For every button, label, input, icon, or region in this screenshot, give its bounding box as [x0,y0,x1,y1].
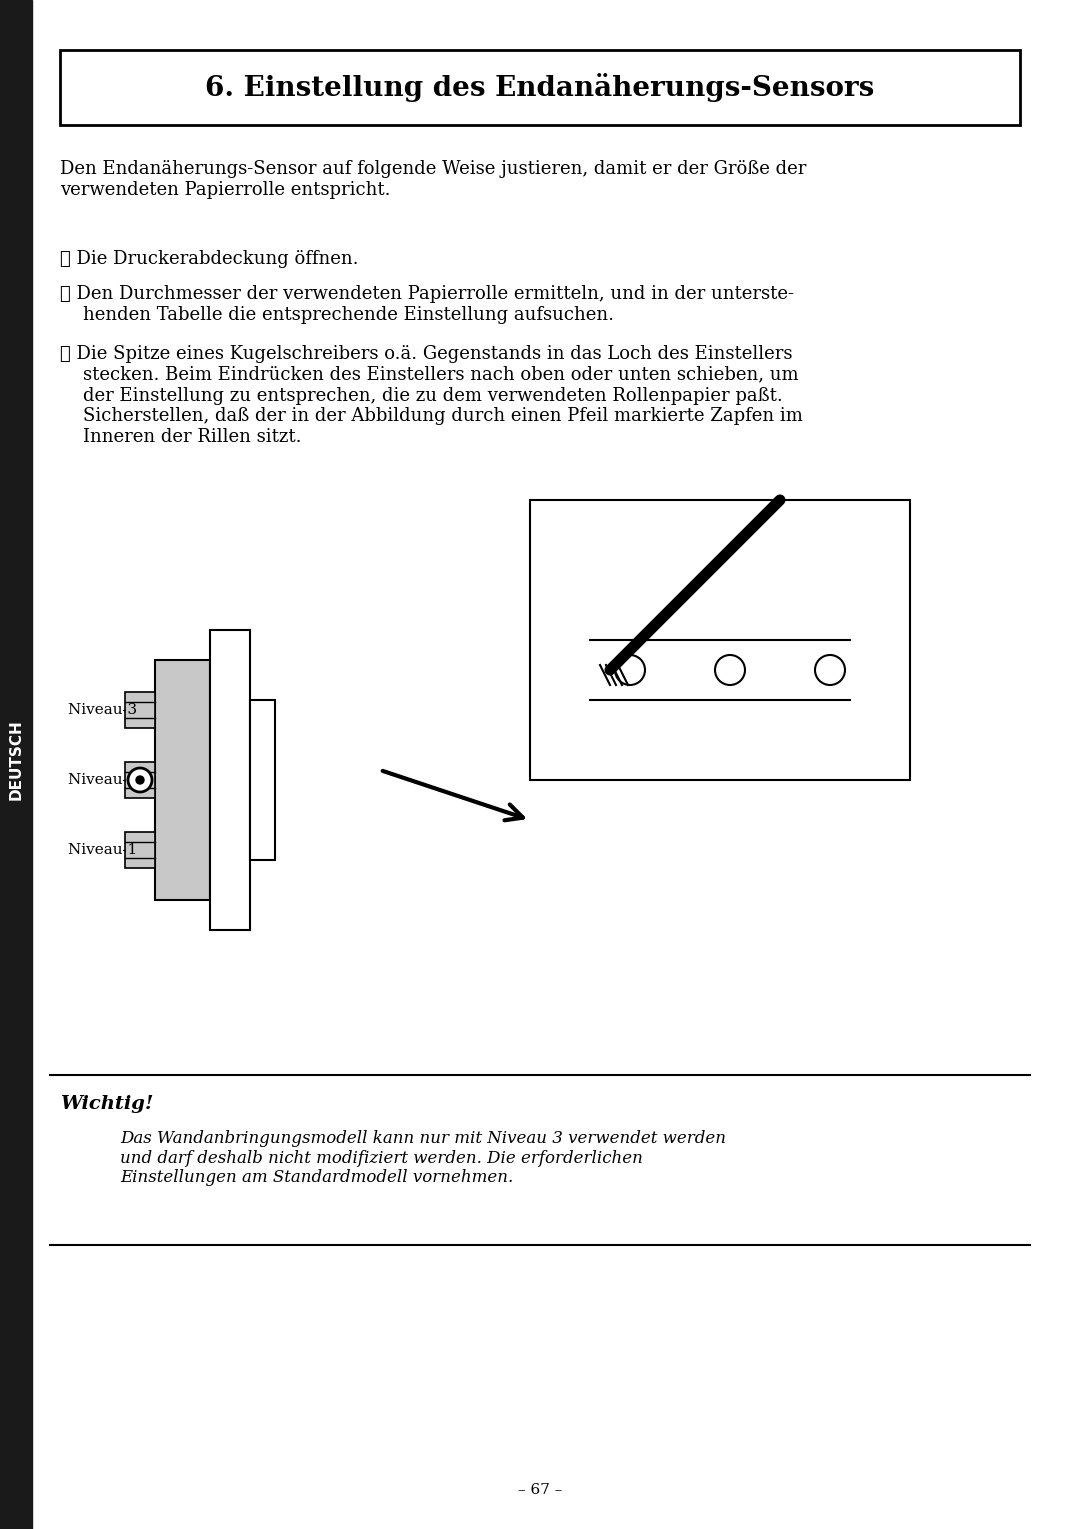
Text: Niveau 2: Niveau 2 [68,774,137,787]
Circle shape [129,768,152,792]
Text: 6. Einstellung des Endanäherungs-Sensors: 6. Einstellung des Endanäherungs-Sensors [205,73,875,102]
Bar [0,0,32,1529]
Text: Niveau 1: Niveau 1 [68,842,137,856]
Bar [530,500,910,780]
Text: ① Die Druckerabdeckung öffnen.: ① Die Druckerabdeckung öffnen. [60,251,359,268]
Text: DEUTSCH: DEUTSCH [9,720,24,800]
Text: ③ Die Spitze eines Kugelschreibers o.ä. Gegenstands in das Loch des Einstellers
: ③ Die Spitze eines Kugelschreibers o.ä. … [60,346,802,446]
Text: – 67 –: – 67 – [517,1483,563,1497]
Text: ② Den Durchmesser der verwendeten Papierrolle ermitteln, und in der unterste-
  : ② Den Durchmesser der verwendeten Papier… [60,284,794,324]
Circle shape [715,654,745,685]
Bar [249,700,275,859]
Text: Das Wandanbringungsmodell kann nur mit Niveau 3 verwendet werden
und darf deshal: Das Wandanbringungsmodell kann nur mit N… [120,1130,726,1187]
Text: Den Endanäherungs-Sensor auf folgende Weise justieren, damit er der Größe der
ve: Den Endanäherungs-Sensor auf folgende We… [60,161,807,199]
Bar [125,832,156,868]
Circle shape [815,654,845,685]
Circle shape [136,777,144,784]
Bar [156,661,210,901]
Circle shape [615,654,645,685]
FancyBboxPatch shape [60,50,1020,125]
Text: Niveau 3: Niveau 3 [68,703,137,717]
Bar [210,630,249,930]
Bar [125,693,156,728]
Bar [125,761,156,798]
Text: Wichtig!: Wichtig! [60,1095,153,1113]
